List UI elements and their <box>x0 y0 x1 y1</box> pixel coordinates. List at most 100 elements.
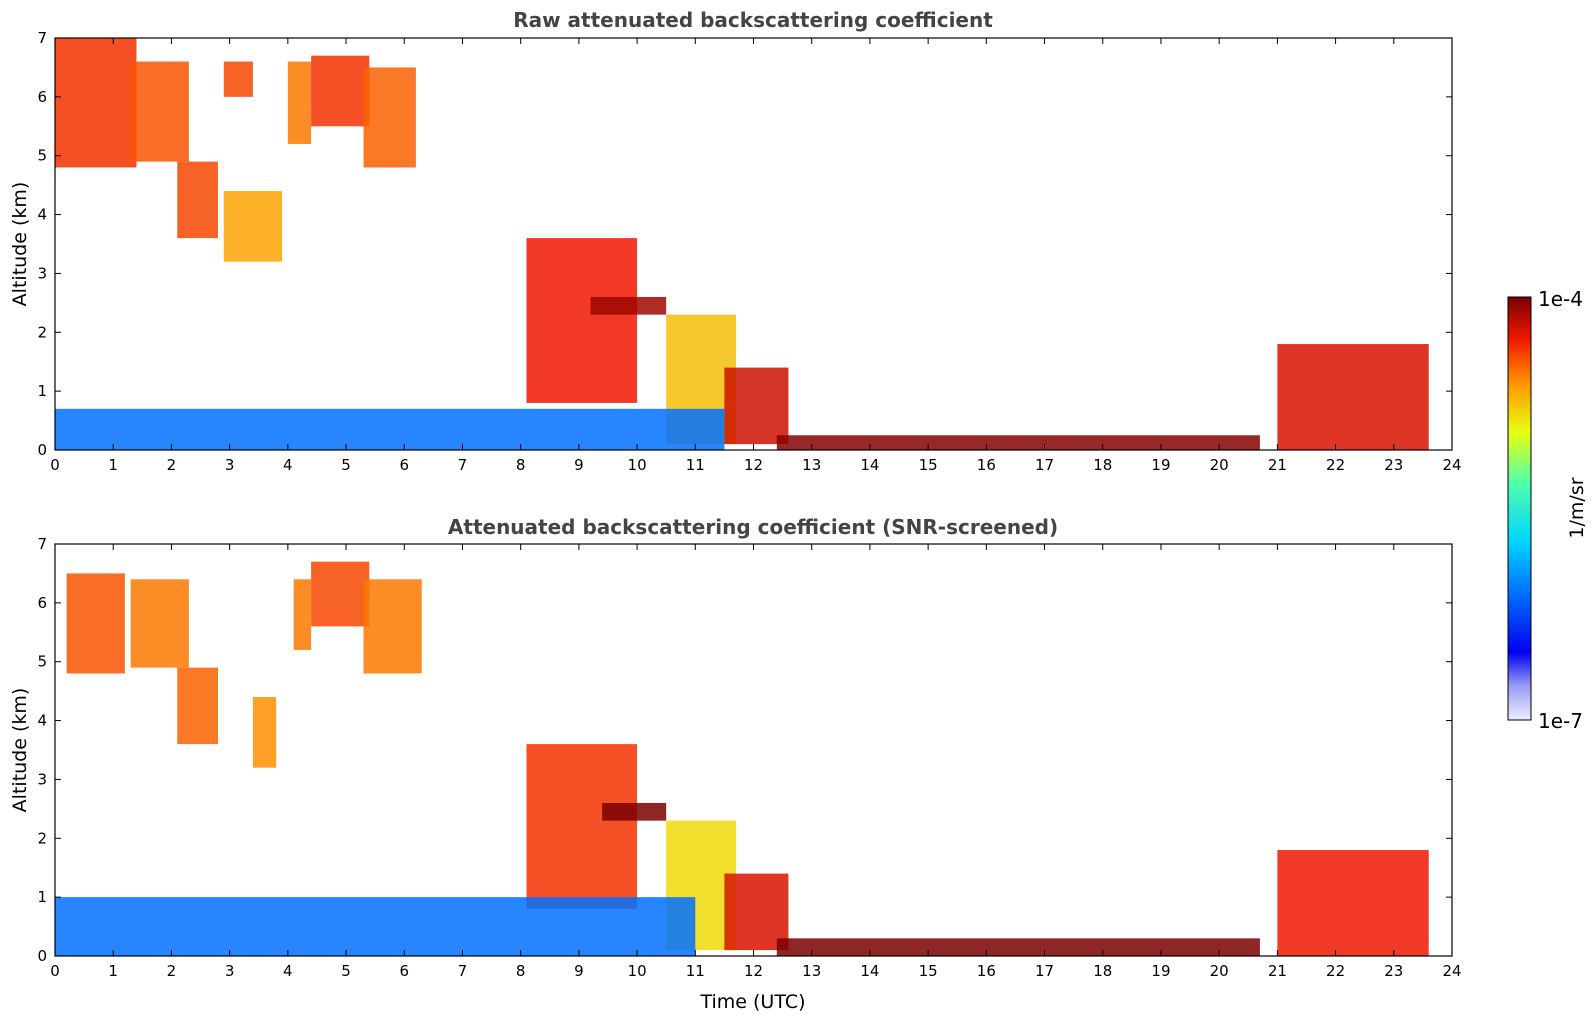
x-tick-label: 7 <box>458 962 468 980</box>
x-tick-label: 2 <box>167 456 177 474</box>
x-tick-label: 0 <box>50 962 60 980</box>
x-tick-label: 9 <box>574 962 584 980</box>
echo-region <box>1277 850 1429 956</box>
x-tick-label: 15 <box>919 456 938 474</box>
y-tick-label: 0 <box>37 947 47 965</box>
echo-region <box>311 55 370 127</box>
y-tick-label: 7 <box>37 535 47 553</box>
x-tick-label: 22 <box>1326 456 1345 474</box>
echo-region <box>311 561 370 627</box>
panel-screened: Attenuated backscattering coefficient (S… <box>9 515 1462 1013</box>
echo-region <box>130 61 189 162</box>
y-tick-label: 0 <box>37 441 47 459</box>
x-tick-label: 16 <box>977 962 996 980</box>
x-tick-label: 4 <box>283 962 293 980</box>
panel-raw: Raw attenuated backscattering coefficien… <box>9 8 1462 474</box>
y-tick-label: 3 <box>37 264 47 282</box>
chart-title: Attenuated backscattering coefficient (S… <box>448 515 1058 539</box>
echo-region <box>177 161 218 239</box>
x-tick-label: 20 <box>1210 962 1229 980</box>
x-tick-label: 8 <box>516 456 526 474</box>
echo-region <box>55 38 137 168</box>
axis-ticks: 0 1 2 3 4 5 6 7 8 9 10 11 12 13 14 15 16 17 18 19 20 21 22 23 24… <box>37 29 1461 474</box>
x-tick-label: 5 <box>341 456 351 474</box>
x-tick-label: 3 <box>225 456 235 474</box>
x-tick-label: 1 <box>108 962 118 980</box>
echo-region <box>55 408 725 450</box>
x-tick-label: 6 <box>399 962 409 980</box>
y-tick-label: 4 <box>37 206 47 224</box>
y-tick-label: 1 <box>37 382 47 400</box>
echo-region <box>724 367 789 445</box>
x-tick-label: 10 <box>628 456 647 474</box>
x-tick-label: 7 <box>458 456 468 474</box>
colorbar-min-label: 1e-7 <box>1538 709 1583 733</box>
x-tick-label: 15 <box>919 962 938 980</box>
x-tick-label: 11 <box>686 456 705 474</box>
x-tick-label: 24 <box>1442 962 1461 980</box>
echo-region <box>55 897 696 956</box>
x-tick-label: 17 <box>1035 456 1054 474</box>
x-tick-label: 9 <box>574 456 584 474</box>
x-tick-label: 14 <box>860 962 879 980</box>
y-tick-label: 6 <box>37 594 47 612</box>
x-tick-label: 10 <box>628 962 647 980</box>
echo-region <box>776 938 1260 956</box>
echo-region <box>526 744 638 909</box>
x-tick-label: 12 <box>744 456 763 474</box>
echo-region <box>223 191 283 262</box>
x-tick-label: 13 <box>802 962 821 980</box>
y-tick-label: 6 <box>37 88 47 106</box>
y-tick-label: 2 <box>37 323 47 341</box>
axis-ticks: 0 1 2 3 4 5 6 7 8 9 10 11 12 13 14 15 16 17 18 19 20 21 22 23 24… <box>37 535 1461 980</box>
y-tick-label: 1 <box>37 888 47 906</box>
plot-area <box>55 561 1429 956</box>
echo-region <box>363 67 416 168</box>
x-tick-label: 5 <box>341 962 351 980</box>
x-tick-label: 1 <box>108 456 118 474</box>
x-tick-label: 22 <box>1326 962 1345 980</box>
y-tick-label: 5 <box>37 653 47 671</box>
x-axis-label: Time (UTC) <box>699 991 805 1013</box>
colorbar-gradient <box>1507 296 1532 721</box>
x-tick-label: 12 <box>744 962 763 980</box>
x-tick-label: 17 <box>1035 962 1054 980</box>
x-tick-label: 4 <box>283 456 293 474</box>
y-tick-label: 4 <box>37 712 47 730</box>
colorbar-max-label: 1e-4 <box>1538 287 1583 311</box>
echo-region <box>776 435 1260 450</box>
colorbar-unit-label: 1/m/sr <box>1566 477 1588 538</box>
echo-region <box>293 579 312 650</box>
echo-region <box>177 667 218 745</box>
x-tick-label: 20 <box>1210 456 1229 474</box>
echo-region <box>130 579 189 668</box>
x-tick-label: 21 <box>1268 456 1287 474</box>
y-tick-label: 5 <box>37 147 47 165</box>
x-tick-label: 2 <box>167 962 177 980</box>
y-axis-label: Altitude (km) <box>9 182 31 307</box>
x-tick-label: 19 <box>1151 456 1170 474</box>
echo-region <box>363 579 422 674</box>
x-tick-label: 0 <box>50 456 60 474</box>
x-tick-label: 24 <box>1442 456 1461 474</box>
x-tick-label: 13 <box>802 456 821 474</box>
echo-region <box>602 802 667 821</box>
echo-region <box>223 61 253 97</box>
x-tick-label: 19 <box>1151 962 1170 980</box>
x-tick-label: 6 <box>399 456 409 474</box>
y-axis-label: Altitude (km) <box>9 688 31 813</box>
x-tick-label: 21 <box>1268 962 1287 980</box>
echo-region <box>287 61 312 144</box>
x-tick-label: 23 <box>1384 456 1403 474</box>
x-tick-label: 16 <box>977 456 996 474</box>
x-tick-label: 23 <box>1384 962 1403 980</box>
echo-region <box>724 873 789 951</box>
x-tick-label: 8 <box>516 962 526 980</box>
x-tick-label: 11 <box>686 962 705 980</box>
echo-region <box>66 573 125 674</box>
y-tick-label: 3 <box>37 770 47 788</box>
chart-title: Raw attenuated backscattering coefficien… <box>513 8 993 32</box>
colorbar: 1e-4 1e-7 1/m/sr <box>1507 287 1588 733</box>
x-tick-label: 14 <box>860 456 879 474</box>
